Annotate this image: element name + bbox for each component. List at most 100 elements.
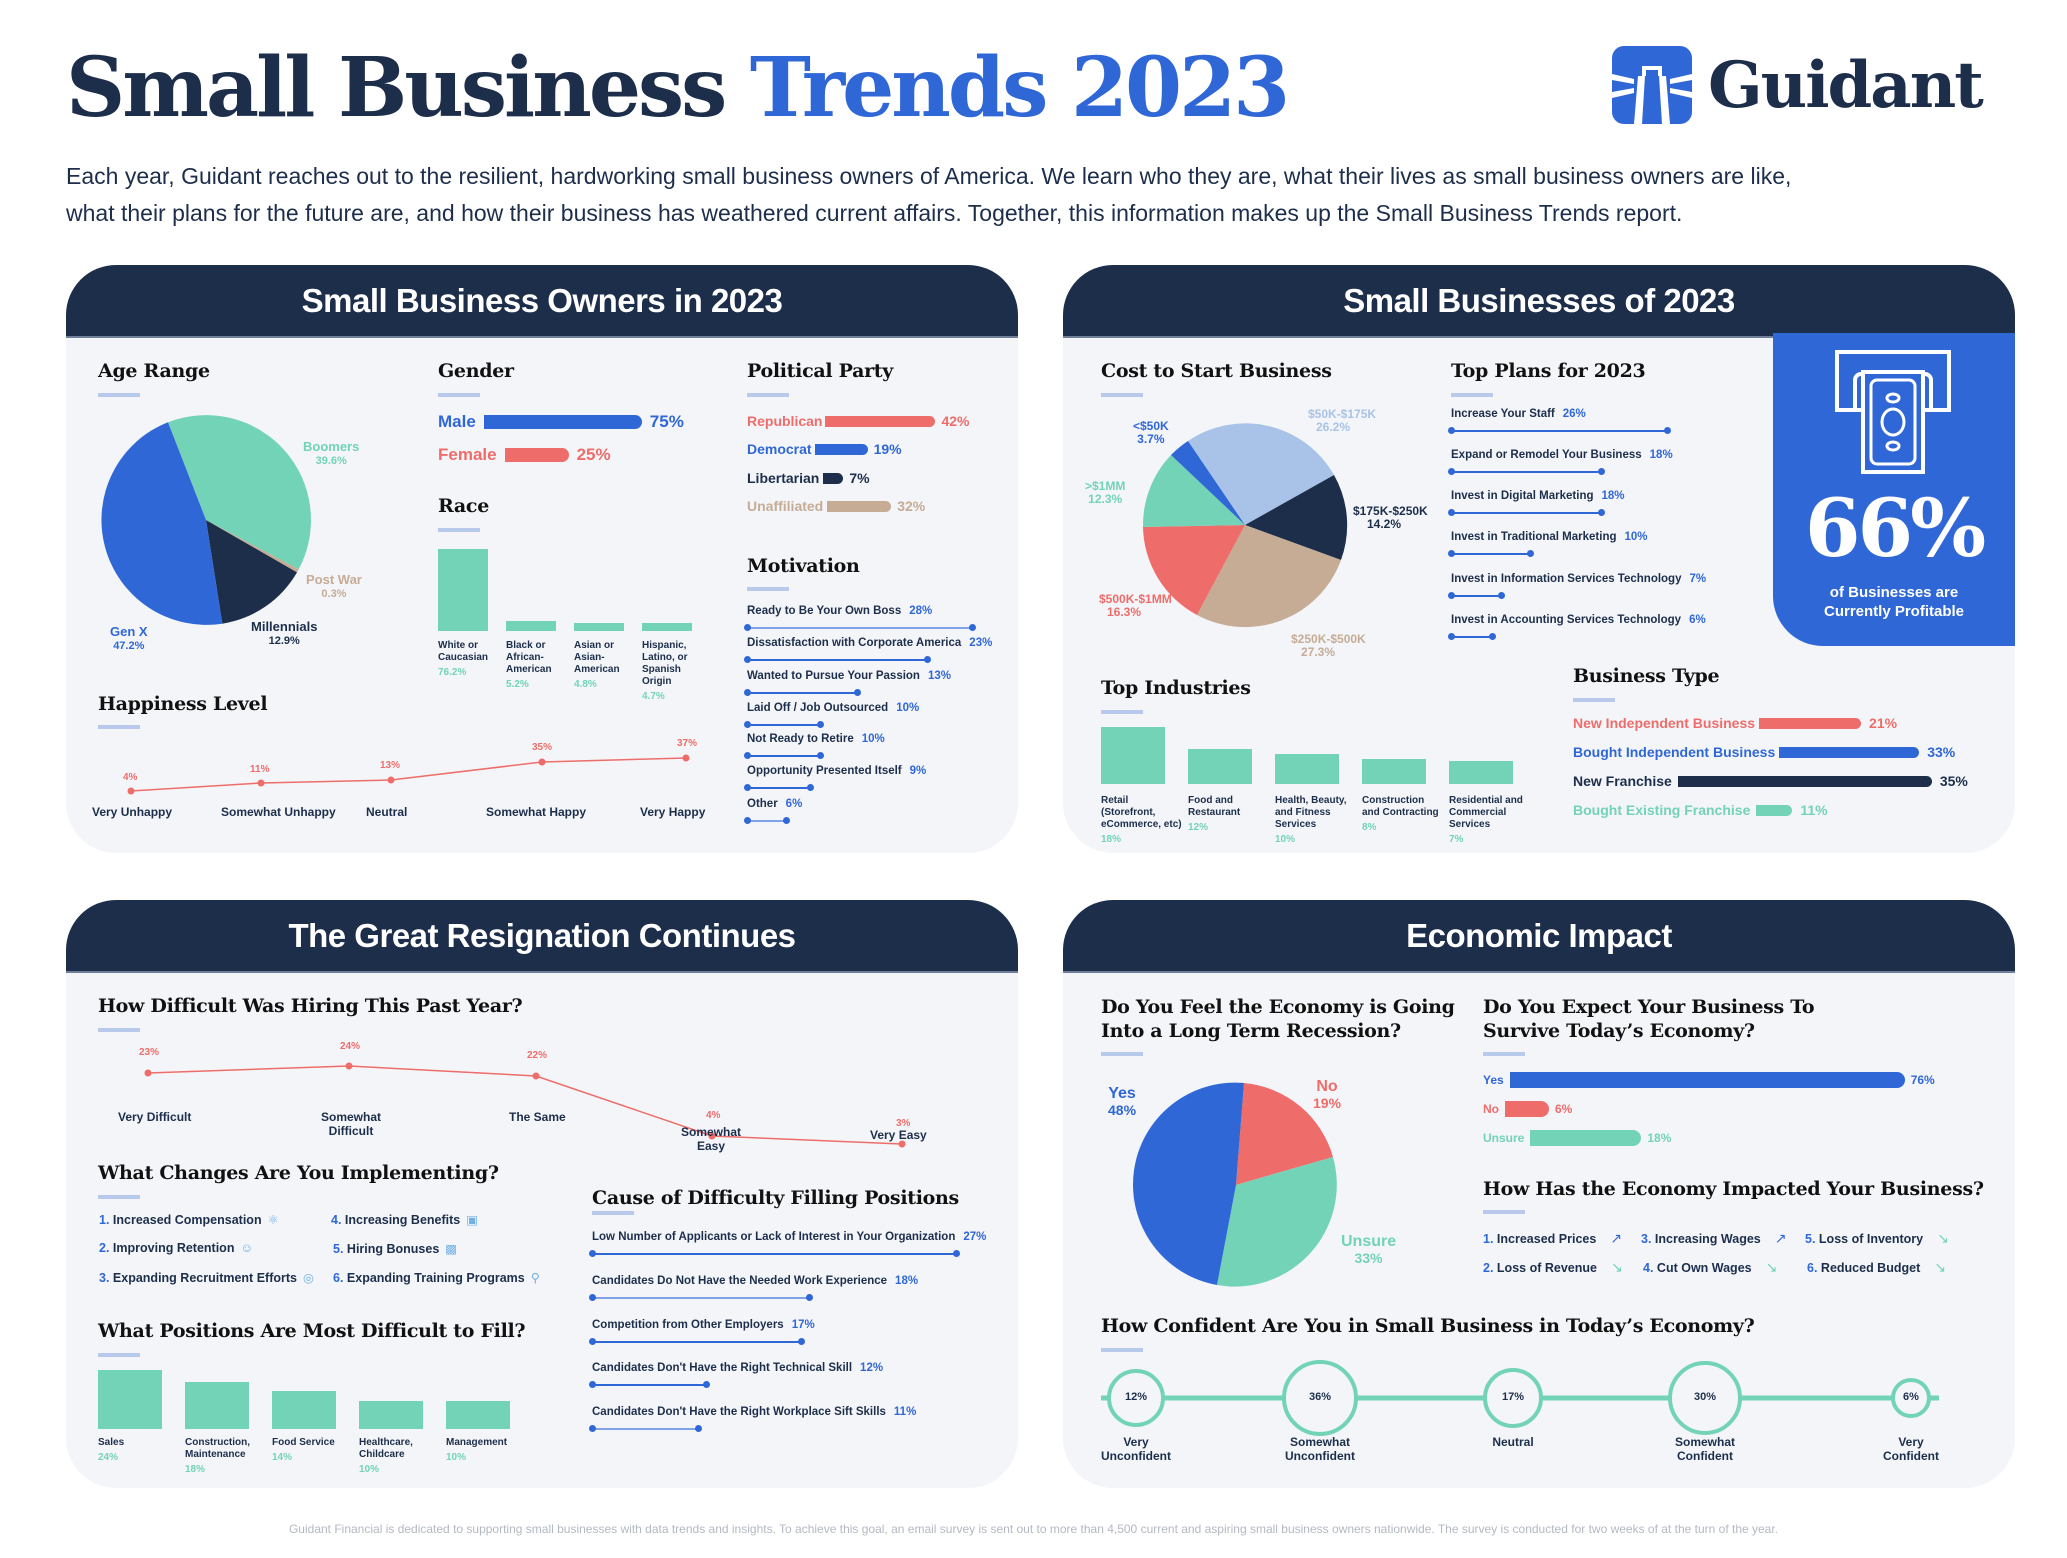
- num: 3.: [1641, 1232, 1652, 1246]
- type-bar-new-independent: New Independent Business 21%: [1573, 715, 1897, 731]
- impact-item: 5. Loss of Inventory ↘: [1805, 1230, 1949, 1247]
- bubble-label: Very Unconfident: [1086, 1435, 1186, 1463]
- value: 26%: [1562, 408, 1586, 420]
- lollipop-line: [1448, 633, 1496, 640]
- industry-label: Retail (Storefront, eCommerce, etc) 18%: [1101, 795, 1185, 846]
- industry-bar: [1362, 759, 1426, 784]
- survive-bar-yes: Yes 76%: [1483, 1072, 1935, 1088]
- pie-label-yes: Yes 48%: [1108, 1085, 1136, 1119]
- bubble-label: Somewhat Confident: [1655, 1435, 1755, 1463]
- business-type-title: Business Type: [1573, 665, 1720, 687]
- label: Black or African-American: [506, 640, 552, 675]
- position-bar: [185, 1382, 249, 1429]
- hiring-line-chart: [144, 1062, 906, 1148]
- hiring-title: How Difficult Was Hiring This Past Year?: [98, 995, 523, 1017]
- bar-label: Female: [438, 445, 497, 464]
- label: Increased Compensation: [112, 1213, 262, 1227]
- cause-item: Candidates Don't Have the Right Workplac…: [589, 1406, 917, 1432]
- label: Confident: [1883, 1449, 1939, 1463]
- cash-icon: ▩: [445, 1242, 458, 1256]
- point-value: 23%: [139, 1047, 160, 1058]
- lollipop-line: [744, 721, 824, 728]
- section-rule: [1483, 1052, 1525, 1056]
- position-label: Management 10%: [446, 1437, 526, 1464]
- pie-label-over-1mm: >$1MM 12.3%: [1085, 480, 1125, 506]
- value: 10%: [446, 1452, 467, 1463]
- section-rule: [747, 587, 789, 591]
- value: 18%: [895, 1275, 919, 1287]
- logo-text: Guidant: [1708, 47, 1984, 123]
- point-value: 11%: [250, 764, 270, 775]
- recession-title: Do You Feel the Economy is Going Into a L…: [1101, 995, 1455, 1043]
- axis-label: Somewhat Unhappy: [221, 805, 336, 819]
- point-value: 22%: [527, 1050, 548, 1061]
- section-rule: [438, 528, 480, 532]
- bar-label: No: [1483, 1102, 1499, 1116]
- race-label-black: Black or African-American 5.2%: [506, 640, 566, 691]
- bar-label: Male: [438, 412, 476, 431]
- lollipop-line: [1448, 468, 1605, 475]
- label: Loss of Inventory: [1818, 1232, 1924, 1246]
- section-rule: [1101, 393, 1143, 397]
- race-title: Race: [438, 495, 489, 517]
- footer-disclaimer: Guidant Financial is dedicated to suppor…: [288, 1522, 1779, 1536]
- lollipop-line: [1448, 550, 1534, 557]
- industries-title: Top Industries: [1101, 677, 1251, 699]
- value: 5.2%: [506, 679, 529, 690]
- lollipop-line: [589, 1381, 710, 1388]
- point-value: 13%: [380, 760, 401, 771]
- value: 7%: [1449, 834, 1464, 845]
- cause-item: Candidates Don't Have the Right Technica…: [589, 1362, 883, 1388]
- label: Somewhat: [1674, 1435, 1735, 1449]
- section-rule: [98, 1195, 140, 1199]
- section-rule: [1101, 1052, 1143, 1056]
- label: $50K-$175K: [1308, 407, 1377, 421]
- gender-bar-male: Male 75%: [438, 412, 684, 432]
- label: <$50K: [1133, 419, 1169, 433]
- gender-title: Gender: [438, 360, 514, 382]
- label: Reduced Budget: [1820, 1261, 1921, 1275]
- label: Increased Prices: [1496, 1232, 1597, 1246]
- label: Post War: [306, 572, 362, 587]
- industry-bar: [1101, 727, 1165, 784]
- pie-label-gen-x: Gen X 47.2%: [110, 625, 148, 653]
- position-label: Food Service 14%: [272, 1437, 352, 1464]
- label: Food and Restaurant: [1188, 795, 1241, 818]
- position-label: Construction, Maintenance 18%: [185, 1437, 255, 1476]
- label: Unconfident: [1285, 1449, 1355, 1463]
- survive-bar-unsure: Unsure 18%: [1483, 1130, 1671, 1146]
- type-bar-new-franchise: New Franchise 35%: [1573, 773, 1968, 789]
- title-line: Do You Feel the Economy is Going: [1101, 996, 1455, 1018]
- point-value: 4%: [706, 1110, 721, 1121]
- political-title: Political Party: [747, 360, 894, 382]
- label: Yes: [1108, 1085, 1136, 1102]
- age-range-title: Age Range: [98, 360, 210, 382]
- value: 11%: [893, 1406, 917, 1418]
- value: 14.2%: [1366, 517, 1402, 531]
- bubble-value: 30%: [1693, 1391, 1717, 1403]
- intro-paragraph: Each year, Guidant reaches out to the re…: [66, 158, 2006, 232]
- bar-value: 33%: [1927, 744, 1956, 760]
- bar: [483, 415, 642, 429]
- value: 26.2%: [1315, 420, 1351, 434]
- pie-label-boomers: Boomers 39.6%: [303, 440, 359, 468]
- axis-label: Somewhat Easy: [680, 1125, 741, 1153]
- bar-label: Democrat: [747, 441, 812, 457]
- plan-item: Invest in Accounting Services Technology…: [1448, 614, 1706, 640]
- label: White or Caucasian: [438, 640, 489, 663]
- label: Millennials: [251, 619, 318, 634]
- value: 6%: [785, 798, 803, 810]
- label: Dissatisfaction with Corporate America: [747, 637, 962, 649]
- change-item: 4. Increasing Benefits ▣: [331, 1212, 478, 1227]
- happiness-title: Happiness Level: [98, 693, 268, 715]
- label: Somewhat: [1289, 1435, 1350, 1449]
- num: 2.: [99, 1241, 110, 1255]
- bar-value: 11%: [1800, 802, 1828, 818]
- lollipop-line: [589, 1338, 805, 1345]
- motivation-item: Wanted to Pursue Your Passion 13%: [744, 670, 951, 696]
- label: Expanding Training Programs: [346, 1271, 525, 1285]
- recession-pie-chart: [1133, 1082, 1337, 1287]
- arrow-down-right-icon: ↘: [1934, 1259, 1946, 1275]
- lightbulb-icon: ⚲: [530, 1271, 540, 1285]
- panel-header: Economic Impact: [1063, 900, 2015, 973]
